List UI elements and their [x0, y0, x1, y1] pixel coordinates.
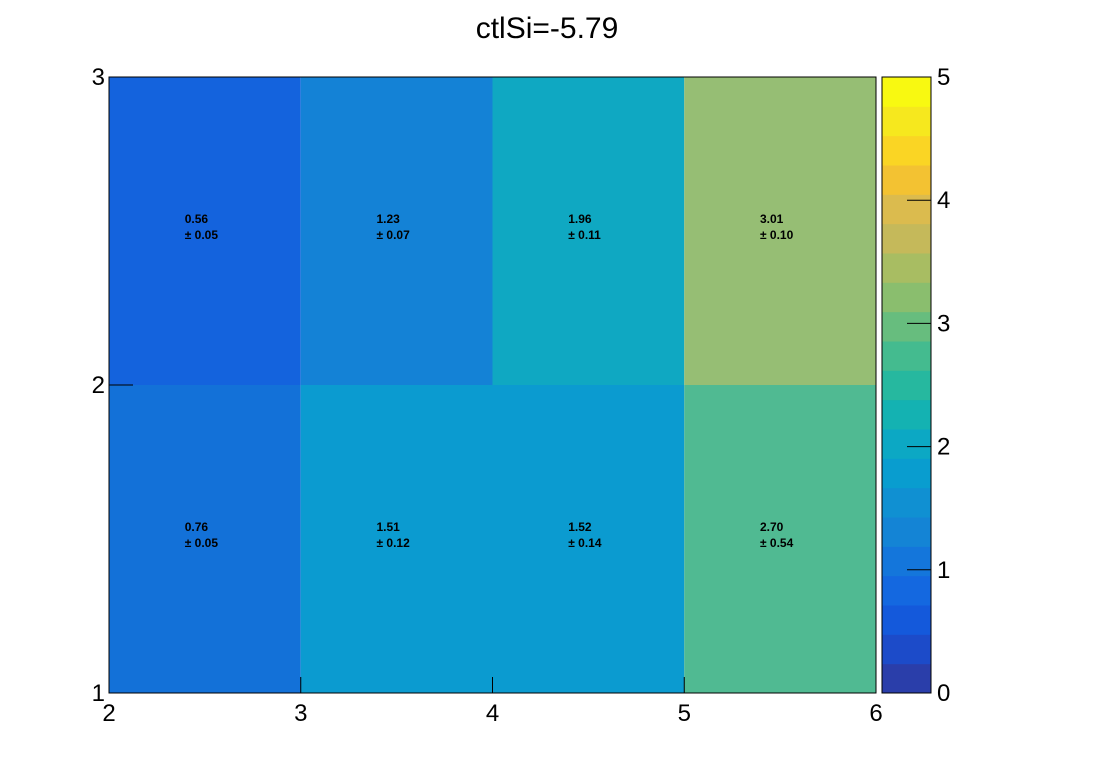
heatmap-cell: [684, 77, 876, 385]
cell-value-label: 0.76: [185, 520, 209, 534]
heatmap-cell: [492, 77, 685, 385]
cell-error-label: ± 0.05: [185, 228, 219, 242]
colorbar-tick-label: 4: [937, 187, 950, 214]
colorbar-segment: [882, 575, 931, 606]
colorbar-segment: [882, 546, 931, 577]
heatmap-cell: [300, 385, 493, 693]
colorbar-segment: [882, 341, 931, 371]
heatmap-cells: [109, 77, 876, 693]
cell-value-label: 1.52: [568, 520, 592, 534]
heatmap-cell: [492, 385, 685, 693]
colorbar-segment: [882, 165, 931, 195]
y-tick-label: 3: [92, 64, 105, 91]
colorbar-tick-label: 1: [937, 557, 950, 584]
colorbar-segment: [882, 663, 931, 694]
colorbar-segment: [882, 77, 931, 107]
colorbar-tick-label: 2: [937, 434, 950, 461]
y-tick-label: 1: [92, 680, 105, 707]
colorbar-tick-label: 3: [937, 310, 950, 337]
cell-labels: 0.76 ± 0.05 1.51 ± 0.12 1.52 ± 0.14 2.70 ± 0.54…: [185, 212, 794, 550]
colorbar-segment: [882, 458, 931, 489]
x-tick-label: 4: [486, 700, 499, 727]
colorbar-segment: [882, 605, 931, 635]
x-tick-label: 6: [869, 700, 882, 727]
cell-error-label: ± 0.10: [760, 228, 794, 242]
cell-error-label: ± 0.05: [185, 536, 219, 550]
heatmap-cell: [109, 385, 301, 693]
colorbar-segment: [882, 223, 931, 254]
colorbar-segment: [882, 135, 931, 166]
cell-error-label: ± 0.07: [376, 228, 410, 242]
cell-error-label: ± 0.14: [568, 536, 602, 550]
color-scale: 0 1 2 3 4 5: [881, 64, 950, 707]
colorbar-segment: [882, 517, 931, 547]
colorbar-tick-label: 5: [937, 64, 950, 91]
colorbar-segment: [882, 311, 931, 342]
colorbar-segment: [882, 429, 931, 459]
colorbar-segment: [882, 106, 931, 137]
x-tick-label: 3: [294, 700, 307, 727]
cell-value-label: 2.70: [760, 520, 784, 534]
cell-error-label: ± 0.12: [376, 536, 410, 550]
heatmap-cell: [109, 77, 301, 385]
colorbar-segment: [882, 487, 931, 518]
cell-value-label: 0.56: [185, 212, 209, 226]
colorbar-segment: [882, 634, 931, 665]
colorbar-segment: [882, 253, 931, 283]
cell-value-label: 1.23: [376, 212, 400, 226]
cell-error-label: ± 0.54: [760, 536, 794, 550]
y-tick-label: 2: [92, 372, 105, 399]
cell-value-label: 3.01: [760, 212, 784, 226]
colorbar-tick-label: 0: [937, 680, 950, 707]
x-tick-label: 2: [102, 700, 115, 727]
x-tick-label: 5: [678, 700, 691, 727]
colorbar-segment: [882, 194, 931, 225]
colorbar-segment: [882, 282, 931, 313]
cell-value-label: 1.51: [376, 520, 400, 534]
heatmap-cell: [684, 385, 876, 693]
colorbar-segment: [882, 370, 931, 401]
heatmap-cell: [300, 77, 493, 385]
colorbar-segment: [882, 399, 931, 430]
colorbar-frame: [881, 76, 932, 694]
cell-value-label: 1.96: [568, 212, 592, 226]
chart-title: ctlSi=-5.79: [476, 12, 619, 45]
cell-error-label: ± 0.11: [568, 228, 601, 242]
